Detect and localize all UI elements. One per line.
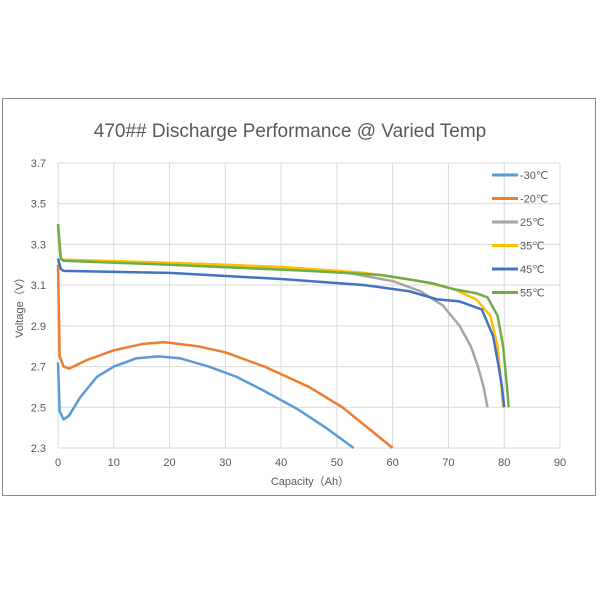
x-tick-label: 40 (275, 457, 287, 469)
series-line-25 (56, 223, 489, 408)
x-tick-label: 10 (108, 457, 120, 469)
series-line--30 (56, 355, 355, 450)
y-tick-label: 2.9 (31, 321, 46, 333)
x-tick-label: 90 (554, 457, 566, 469)
legend-label: 55℃ (520, 288, 545, 300)
x-tick-label: 80 (498, 457, 510, 469)
x-tick-label: 30 (219, 457, 231, 469)
legend-label: -30℃ (520, 170, 548, 182)
series-line--20 (56, 264, 394, 449)
chart-title: 470## Discharge Performance @ Varied Tem… (94, 121, 486, 142)
x-axis-label: Capacity（Ah） (271, 475, 349, 488)
x-tick-label: 0 (55, 457, 61, 469)
series-line-35 (56, 228, 505, 408)
y-axis-label: Voltage（V） (13, 272, 26, 338)
legend-label: 45℃ (520, 264, 545, 276)
legend-label: 25℃ (520, 217, 545, 229)
y-tick-label: 3.3 (31, 239, 46, 251)
y-tick-label: 3.5 (31, 199, 46, 211)
y-tick-label: 2.3 (31, 443, 46, 455)
x-tick-label: 50 (331, 457, 343, 469)
series-line-45 (56, 258, 506, 408)
chart-frame (2, 98, 596, 496)
x-tick-label: 70 (442, 457, 454, 469)
legend-label: 35℃ (520, 241, 545, 253)
y-tick-label: 2.7 (31, 362, 46, 374)
y-tick-label: 2.5 (31, 402, 46, 414)
y-tick-label: 3.7 (31, 158, 46, 170)
x-tick-label: 60 (387, 457, 399, 469)
legend-label: -20℃ (520, 194, 548, 206)
series-line-55 (56, 223, 510, 408)
y-tick-label: 3.1 (31, 280, 46, 292)
x-tick-label: 20 (163, 457, 175, 469)
